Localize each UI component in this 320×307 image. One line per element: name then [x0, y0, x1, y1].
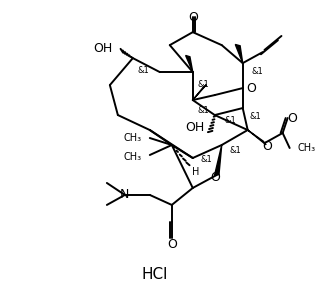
- Text: &1: &1: [252, 67, 263, 76]
- Text: CH₃: CH₃: [124, 133, 142, 143]
- Text: CH₃: CH₃: [298, 143, 316, 153]
- Polygon shape: [193, 85, 206, 100]
- Text: &1: &1: [138, 66, 149, 75]
- Text: O: O: [246, 82, 256, 95]
- Text: N: N: [120, 188, 130, 201]
- Text: O: O: [288, 111, 298, 125]
- Polygon shape: [214, 145, 222, 175]
- Text: &1: &1: [198, 80, 210, 89]
- Text: O: O: [188, 11, 198, 24]
- Polygon shape: [235, 45, 243, 63]
- Polygon shape: [248, 130, 266, 145]
- Text: &1: &1: [198, 106, 210, 115]
- Text: O: O: [167, 239, 177, 251]
- Text: &1: &1: [225, 115, 236, 125]
- Text: O: O: [210, 172, 220, 185]
- Text: &1: &1: [201, 155, 212, 165]
- Text: O: O: [263, 139, 273, 153]
- Text: &1: &1: [250, 111, 261, 121]
- Text: HCl: HCl: [142, 267, 168, 282]
- Polygon shape: [186, 56, 193, 72]
- Text: OH: OH: [186, 121, 205, 134]
- Text: &1: &1: [230, 146, 242, 154]
- Text: CH₃: CH₃: [124, 152, 142, 162]
- Text: H: H: [192, 167, 199, 177]
- Text: OH: OH: [94, 42, 113, 55]
